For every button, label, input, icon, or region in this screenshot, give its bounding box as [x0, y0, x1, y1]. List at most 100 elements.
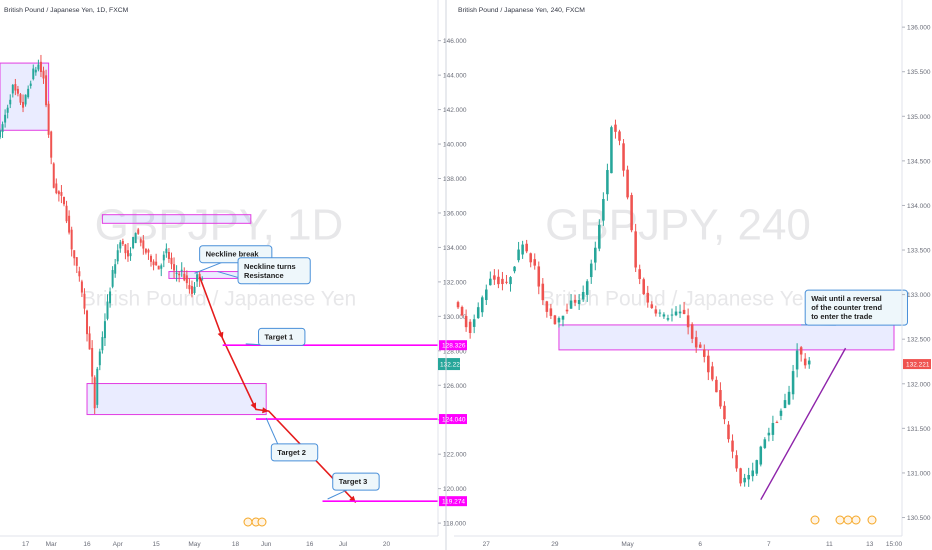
- candle-body: [545, 301, 549, 312]
- candle-body: [517, 249, 520, 261]
- candle-body: [497, 276, 500, 285]
- watermark-name: British Pound / Japanese Yen: [82, 288, 356, 311]
- candle-body: [759, 446, 763, 465]
- candle: [132, 236, 135, 250]
- candle: [73, 250, 76, 266]
- candle: [144, 248, 147, 255]
- candle: [598, 219, 601, 252]
- candle-body: [142, 240, 145, 249]
- candle-body: [170, 257, 173, 265]
- candle-body: [573, 299, 577, 303]
- candle: [147, 248, 150, 260]
- candle: [16, 85, 19, 97]
- candle-body: [735, 455, 738, 469]
- event-icon: [810, 515, 820, 525]
- callout-box: [270, 443, 319, 462]
- y-tick-label: 134.500: [907, 158, 931, 165]
- candle-body: [485, 289, 488, 301]
- x-tick-label: Mar: [46, 541, 58, 548]
- y-tick-label: 130.000: [443, 314, 467, 321]
- candle: [755, 459, 759, 476]
- candle: [541, 278, 545, 305]
- candle-body: [78, 271, 81, 277]
- candle-body: [719, 390, 722, 407]
- candle-body: [98, 351, 101, 366]
- candle-body: [155, 261, 158, 266]
- candle-body: [121, 241, 124, 245]
- candle-body: [521, 244, 524, 255]
- event-icon: [835, 515, 845, 525]
- candle: [505, 274, 508, 285]
- candle: [682, 301, 686, 315]
- price-axis: 130.500 131.000 131.500 132.000 132.500 133.0…: [438, 0, 931, 536]
- x-tick-label: Apr: [113, 541, 124, 548]
- candle: [55, 178, 58, 195]
- candle: [9, 94, 12, 109]
- candle-body: [630, 195, 633, 231]
- candle: [694, 330, 698, 353]
- candle-body: [803, 358, 807, 366]
- candle: [638, 264, 641, 285]
- x-tick-label: 15:00: [886, 541, 903, 548]
- candle: [581, 285, 585, 302]
- x-tick-label: Jun: [261, 541, 272, 548]
- candle: [727, 421, 730, 443]
- y-tick-label: 136.000: [443, 210, 467, 217]
- candle-body: [144, 248, 147, 253]
- candle: [715, 376, 718, 393]
- candle: [190, 280, 193, 298]
- candle-body: [489, 278, 492, 286]
- candle-body: [50, 131, 53, 158]
- candle: [614, 119, 617, 139]
- candle-body: [73, 250, 76, 259]
- candle-body: [674, 311, 678, 316]
- watermark-symbol: GBPJPY, 240: [545, 200, 811, 249]
- candle: [606, 163, 609, 201]
- last-price-tag: [903, 359, 931, 370]
- candle-body: [137, 229, 140, 234]
- zone-box-2: [101, 214, 252, 224]
- callout-text: of the counter trend: [811, 303, 882, 312]
- candle: [19, 92, 22, 106]
- candle-body: [52, 163, 55, 188]
- candle: [22, 94, 25, 113]
- candle-body: [24, 94, 27, 105]
- candle-body: [666, 318, 670, 320]
- candle: [162, 251, 165, 268]
- y-tick-label: 132.000: [907, 381, 931, 388]
- candle: [719, 382, 722, 409]
- callout-text: Resistance: [244, 271, 284, 280]
- candle-body: [150, 255, 153, 262]
- candle-body: [480, 297, 484, 313]
- candle: [29, 80, 32, 89]
- x-tick-label: 6: [698, 541, 702, 548]
- candle-body: [509, 277, 512, 285]
- candle: [723, 401, 726, 425]
- candle: [476, 302, 480, 319]
- candle: [589, 259, 593, 284]
- candle-body: [147, 249, 150, 253]
- candle-body: [662, 314, 666, 317]
- candle-body: [109, 291, 112, 304]
- target-price-label: 128.326: [442, 343, 466, 350]
- candle: [626, 165, 629, 200]
- x-tick-label: 7: [767, 541, 771, 548]
- candle-body: [9, 99, 12, 105]
- candle-body: [690, 324, 694, 339]
- candle: [497, 269, 500, 289]
- candle: [167, 248, 170, 263]
- candle-body: [1, 124, 4, 133]
- candle-body: [807, 360, 811, 365]
- candle-body: [68, 215, 71, 233]
- candle: [456, 300, 460, 309]
- y-tick-label: 144.000: [443, 73, 467, 80]
- candle-body: [686, 315, 690, 328]
- y-tick-label: 128.000: [443, 348, 467, 355]
- y-tick-label: 132.500: [907, 337, 931, 344]
- candle-body: [178, 273, 181, 276]
- candle-body: [39, 61, 42, 72]
- candle: [807, 357, 811, 369]
- candle-body: [114, 264, 117, 274]
- candle: [573, 294, 577, 307]
